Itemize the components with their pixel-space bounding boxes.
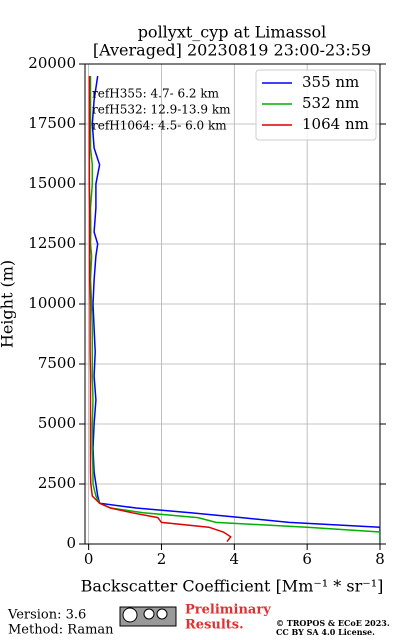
preliminary: Results. bbox=[185, 618, 244, 633]
copyright: CC BY SA 4.0 License. bbox=[276, 627, 375, 637]
plot-lines bbox=[88, 75, 380, 543]
y-tick-label: 10000 bbox=[28, 294, 76, 312]
y-tick-label: 15000 bbox=[28, 174, 76, 192]
annotation: refH532: 12.9-13.9 km bbox=[92, 103, 231, 117]
annotation: refH1064: 4.5- 6.0 km bbox=[92, 119, 227, 133]
profile-line bbox=[89, 76, 380, 542]
legend-label: 1064 nm bbox=[302, 115, 369, 133]
legend-box bbox=[255, 69, 377, 141]
chart-title: pollyxt_cyp at Limassol bbox=[138, 23, 327, 42]
y-tick-label: 12500 bbox=[28, 234, 76, 252]
y-tick-label: 2500 bbox=[38, 474, 76, 492]
legend-label: 532 nm bbox=[302, 94, 359, 112]
version: Version: 3.6 bbox=[7, 608, 86, 623]
y-tick-label: 20000 bbox=[28, 54, 76, 72]
profile-line bbox=[88, 76, 232, 543]
y-axis-label: Height (m) bbox=[0, 260, 17, 348]
y-tick-label: 17500 bbox=[28, 114, 76, 132]
y-tick-label: 5000 bbox=[38, 414, 76, 432]
x-tick-label: 4 bbox=[230, 550, 240, 568]
x-tick-label: 8 bbox=[375, 550, 385, 568]
method: Method: Raman bbox=[8, 623, 114, 638]
x-tick-label: 6 bbox=[302, 550, 312, 568]
y-tick-label: 7500 bbox=[38, 354, 76, 372]
chart-subtitle: [Averaged] 20230819 23:00-23:59 bbox=[93, 41, 371, 60]
x-axis-label: Backscatter Coefficient [Mm⁻¹ * sr⁻¹] bbox=[81, 577, 384, 596]
footer: Version: 3.6 Method: Raman Preliminary R… bbox=[7, 603, 390, 638]
plot-frame bbox=[84, 63, 381, 545]
logo-icon bbox=[122, 607, 138, 623]
annotation: refH355: 4.7- 6.2 km bbox=[92, 87, 220, 101]
preliminary: Preliminary bbox=[185, 603, 271, 618]
copyright: © TROPOS & ECoE 2023. bbox=[276, 618, 390, 628]
legend-label: 355 nm bbox=[302, 73, 359, 91]
y-tick-label: 0 bbox=[66, 534, 76, 552]
x-tick-label: 0 bbox=[84, 550, 94, 568]
logo-icon bbox=[143, 608, 155, 620]
logo-icon bbox=[156, 608, 168, 620]
profile-line bbox=[91, 75, 380, 542]
x-tick-label: 2 bbox=[157, 550, 167, 568]
